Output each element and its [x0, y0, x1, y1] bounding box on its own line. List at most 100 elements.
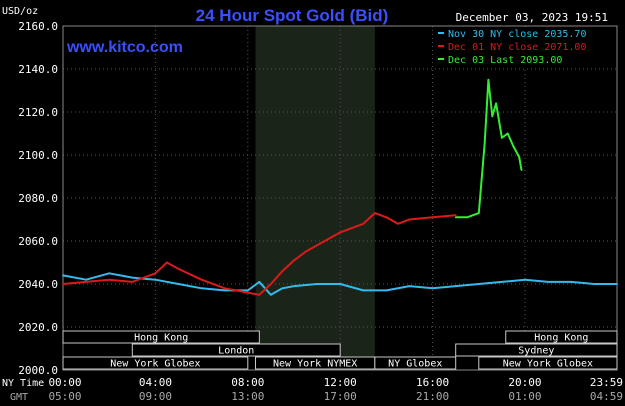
data-point — [431, 216, 434, 219]
data-point — [154, 278, 157, 281]
session-label: Hong Kong — [534, 333, 588, 344]
x-tick-ny: 16:00 — [416, 376, 449, 389]
session-label: New York NYMEX — [273, 359, 357, 370]
data-point — [108, 278, 111, 281]
x-tick-gmt: 17:00 — [324, 390, 357, 403]
site-watermark: www.kitco.com — [66, 39, 183, 56]
data-point — [520, 169, 523, 171]
x-tick-ny: 20:00 — [508, 376, 541, 389]
data-point — [258, 280, 261, 283]
data-point — [62, 283, 64, 285]
data-point — [85, 278, 87, 281]
data-point — [85, 280, 87, 283]
series-line — [455, 78, 523, 219]
data-point — [483, 143, 486, 146]
session-label: NY Globex — [388, 359, 442, 370]
y-axis-ticks: 2000.0 2020.0 2040.0 2060.0 2080.0 2100.0 2120… — [18, 20, 58, 377]
data-point — [593, 283, 596, 285]
data-point — [500, 280, 503, 283]
data-point — [166, 261, 168, 264]
x-tick-gmt: 05:00 — [48, 390, 81, 403]
x-tick-ny: 12:00 — [324, 376, 357, 389]
data-point — [281, 270, 284, 272]
legend-label-dec01: Dec 01 NY close 2071.00 — [448, 42, 586, 53]
x-tick-ny: 00:00 — [48, 376, 81, 389]
data-point — [339, 231, 342, 234]
session-bar — [455, 343, 618, 357]
legend-box — [433, 27, 615, 67]
gmt-label: GMT — [10, 392, 28, 403]
x-tick-ny: 23:59 — [590, 376, 623, 389]
data-point — [281, 287, 284, 290]
x-tick-gmt: 13:00 — [231, 390, 264, 403]
data-point — [293, 285, 295, 288]
x-tick-gmt: 04:59 — [590, 390, 623, 403]
data-point — [200, 287, 203, 290]
data-point — [258, 293, 261, 296]
chart-date: December 03, 2023 19:51 — [456, 11, 608, 24]
data-point — [506, 132, 509, 135]
y-tick-label: 2120.0 — [18, 106, 58, 119]
legend: Nov 30 NY close 2035.70 Dec 01 NY close … — [433, 27, 615, 67]
data-point — [339, 283, 342, 285]
session-label: New York Globex — [503, 359, 593, 370]
x-tick-gmt: 21:00 — [416, 390, 449, 403]
session-label: Sydney — [518, 346, 554, 357]
session-bar — [505, 330, 618, 344]
data-point — [454, 285, 457, 288]
data-point — [223, 287, 226, 290]
x-tick-ny: 04:00 — [139, 376, 172, 389]
legend-label-dec03: Dec 03 Last 2093.00 — [448, 55, 562, 66]
data-point — [177, 268, 180, 270]
y-tick-label: 2140.0 — [18, 63, 58, 76]
chart-title: 24 Hour Spot Gold (Bid) — [196, 6, 389, 25]
y-tick-label: 2020.0 — [18, 321, 58, 334]
data-point — [316, 283, 318, 285]
data-point — [518, 156, 521, 159]
session-bar — [478, 356, 618, 370]
data-point — [466, 216, 469, 219]
data-point — [547, 280, 549, 283]
y-tick-label: 2040.0 — [18, 278, 58, 291]
data-point — [316, 244, 318, 247]
data-point — [293, 259, 295, 262]
session-bar — [131, 343, 341, 357]
data-point — [108, 272, 111, 275]
data-point — [154, 272, 157, 275]
data-point — [246, 289, 249, 292]
session-bar — [62, 330, 260, 344]
x-tick-gmt: 09:00 — [139, 390, 172, 403]
data-point — [362, 222, 365, 225]
market-sessions: Hong Kong Hong Kong London Sydney New York G… — [62, 330, 618, 370]
legend-label-nov30: Nov 30 NY close 2035.70 — [448, 29, 586, 40]
data-point — [495, 102, 498, 105]
data-point — [373, 212, 376, 214]
data-point — [223, 289, 226, 292]
plot-frame — [62, 25, 618, 371]
data-point — [454, 216, 457, 219]
data-point — [397, 222, 399, 225]
x-tick-gmt: 01:00 — [508, 390, 541, 403]
price-series — [62, 78, 618, 296]
y-tick-label: 2080.0 — [18, 192, 58, 205]
data-point — [269, 293, 272, 296]
data-point — [570, 280, 573, 283]
data-point — [131, 280, 134, 283]
data-point — [477, 283, 480, 285]
data-point — [431, 287, 434, 290]
data-point — [62, 274, 64, 277]
data-point — [200, 278, 203, 281]
session-label: Hong Kong — [134, 333, 188, 344]
data-point — [269, 283, 272, 285]
data-point — [454, 214, 457, 217]
data-point — [177, 283, 180, 285]
series-line — [62, 212, 456, 296]
data-point — [487, 78, 490, 81]
session-bar — [62, 356, 249, 370]
x-tick-ny: 08:00 — [231, 376, 264, 389]
y-tick-label: 2100.0 — [18, 149, 58, 162]
session-label: London — [218, 346, 254, 357]
y-axis-unit: USD/oz — [2, 6, 38, 17]
y-tick-label: 2160.0 — [18, 20, 58, 33]
